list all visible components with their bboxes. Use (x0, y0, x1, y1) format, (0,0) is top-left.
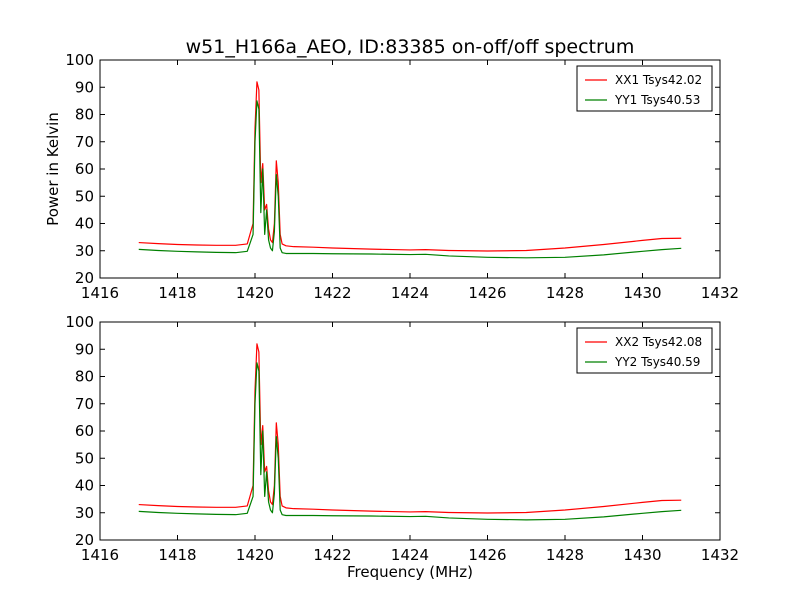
y-tick-label: 20 (75, 531, 94, 549)
y-tick-label: 100 (65, 313, 94, 331)
legend-entry-label: YY1 Tsys40.53 (614, 93, 700, 107)
x-tick-label: 1416 (81, 284, 119, 302)
x-tick-label: 1420 (236, 284, 274, 302)
y-tick-label: 90 (75, 78, 94, 96)
legend: XX1 Tsys42.02 YY1 Tsys40.53 (576, 65, 713, 112)
legend-entry-label: XX2 Tsys42.08 (615, 335, 702, 349)
x-tick-label: 1418 (158, 546, 196, 564)
y-tick-label: 50 (75, 187, 94, 205)
x-tick-label: 1430 (623, 546, 661, 564)
y-tick-label: 60 (75, 160, 94, 178)
y-tick-label: 80 (75, 368, 94, 386)
x-tick-label: 1418 (158, 284, 196, 302)
x-tick-label: 1432 (701, 284, 739, 302)
x-tick-label: 1422 (313, 546, 351, 564)
y-tick-label: 100 (65, 51, 94, 69)
x-tick-label: 1426 (468, 284, 506, 302)
y-tick-label: 50 (75, 449, 94, 467)
legend-box (576, 65, 713, 112)
legend-box (576, 327, 713, 374)
y-tick-label: 70 (75, 395, 94, 413)
top-panel: 1416 1418 1420 1422 1424 1426 1428 1430 1432 20 30… (44, 51, 739, 302)
x-tick-label: 1426 (468, 546, 506, 564)
bottom-panel: 1416 1418 1420 1422 1424 1426 1428 1430 1432 20 30… (65, 313, 739, 564)
y-tick-label: 20 (75, 269, 94, 287)
x-tick-label: 1416 (81, 546, 119, 564)
figure-title: w51_H166a_AEO, ID:83385 on-off/off spect… (186, 36, 635, 58)
series-line-yy2 (138, 362, 682, 521)
x-tick-label: 1422 (313, 284, 351, 302)
y-tick-label: 60 (75, 422, 94, 440)
x-tick-label: 1420 (236, 546, 274, 564)
x-tick-label: 1428 (546, 546, 584, 564)
y-tick-label: 40 (75, 477, 94, 495)
y-tick-label: 80 (75, 106, 94, 124)
legend: XX2 Tsys42.08 YY2 Tsys40.59 (576, 327, 713, 374)
x-tick-label: 1432 (701, 546, 739, 564)
y-tick-label: 90 (75, 340, 94, 358)
series-line-yy1 (138, 100, 682, 259)
y-axis-label: Power in Kelvin (44, 112, 62, 226)
y-tick-label: 70 (75, 133, 94, 151)
legend-entry-label: YY2 Tsys40.59 (614, 355, 700, 369)
y-tick-label: 30 (75, 504, 94, 522)
legend-entry-label: XX1 Tsys42.02 (615, 73, 702, 87)
x-tick-label: 1428 (546, 284, 584, 302)
x-axis-label: Frequency (MHz) (347, 563, 473, 581)
y-tick-label: 40 (75, 215, 94, 233)
y-tick-label: 30 (75, 242, 94, 260)
x-tick-label: 1430 (623, 284, 661, 302)
x-tick-label: 1424 (391, 284, 429, 302)
x-tick-label: 1424 (391, 546, 429, 564)
